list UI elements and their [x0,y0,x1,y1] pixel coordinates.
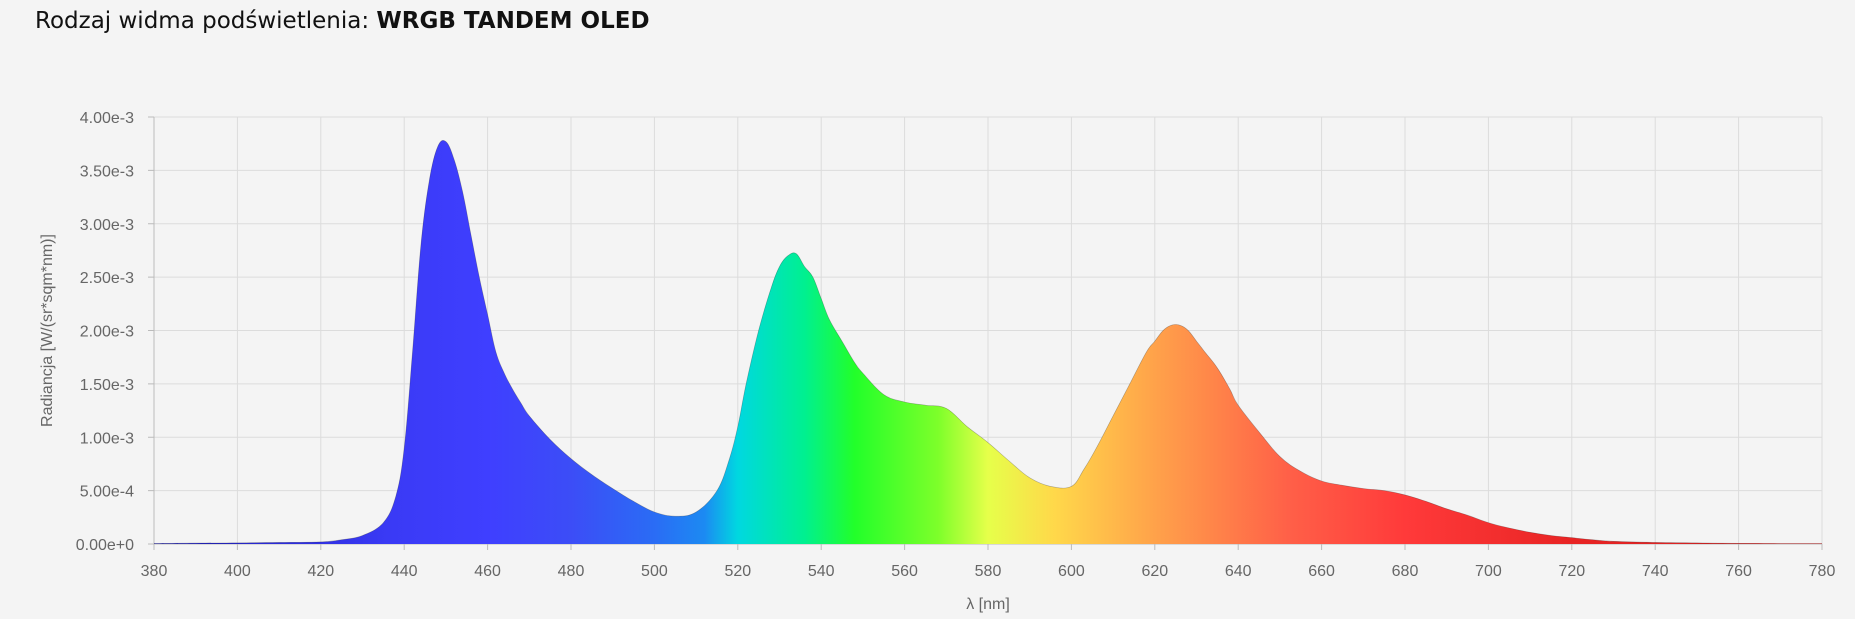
y-axis-ticks: 0.00e+0 5.00e-4 1.00e-3 1.50e-3 2.00e-3 2.50e… [76,110,154,554]
x-tick-label: 620 [1141,563,1168,580]
x-tick-label: 660 [1308,563,1335,580]
y-tick-label: 2.00e-3 [80,324,134,341]
x-tick-label: 560 [891,563,918,580]
x-tick-label: 520 [724,563,751,580]
spectrum-line [153,140,1822,544]
y-tick-label: 3.00e-3 [80,217,134,234]
heading-value: WRGB TANDEM OLED [376,8,650,34]
y-tick-label: 2.50e-3 [80,270,134,287]
y-tick-label: 4.00e-3 [80,110,134,127]
spectrum-area [154,140,1822,545]
x-tick-label: 480 [558,563,585,580]
x-tick-label: 540 [808,563,835,580]
x-tick-label: 580 [975,563,1002,580]
x-tick-label: 440 [391,563,418,580]
heading-prefix: Rodzaj widma podświetlenia: [35,8,370,34]
chart-heading: Rodzaj widma podświetlenia: WRGB TANDEM … [35,8,650,34]
x-tick-label: 780 [1809,563,1836,580]
x-tick-label: 400 [224,563,251,580]
x-axis-title: λ [nm] [966,596,1010,613]
y-tick-label: 5.00e-4 [80,484,134,501]
x-tick-label: 600 [1058,563,1085,580]
x-axis-ticks: 380 400 420 440 460 480 500 520 540 560 580 600 620 6… [141,544,1836,580]
x-tick-label: 720 [1558,563,1585,580]
y-tick-label: 1.50e-3 [80,377,134,394]
x-tick-label: 460 [474,563,501,580]
x-tick-label: 680 [1392,563,1419,580]
y-tick-label: 0.00e+0 [76,537,134,554]
y-tick-label: 1.00e-3 [80,430,134,447]
x-tick-label: 740 [1642,563,1669,580]
y-tick-label: 3.50e-3 [80,163,134,180]
y-axis-title: Radiancja [W/(sr*sqm*nm)] [39,234,56,427]
x-tick-label: 420 [307,563,334,580]
x-tick-label: 700 [1475,563,1502,580]
x-tick-label: 500 [641,563,668,580]
x-tick-label: 760 [1725,563,1752,580]
x-tick-label: 640 [1225,563,1252,580]
x-tick-label: 380 [141,563,168,580]
